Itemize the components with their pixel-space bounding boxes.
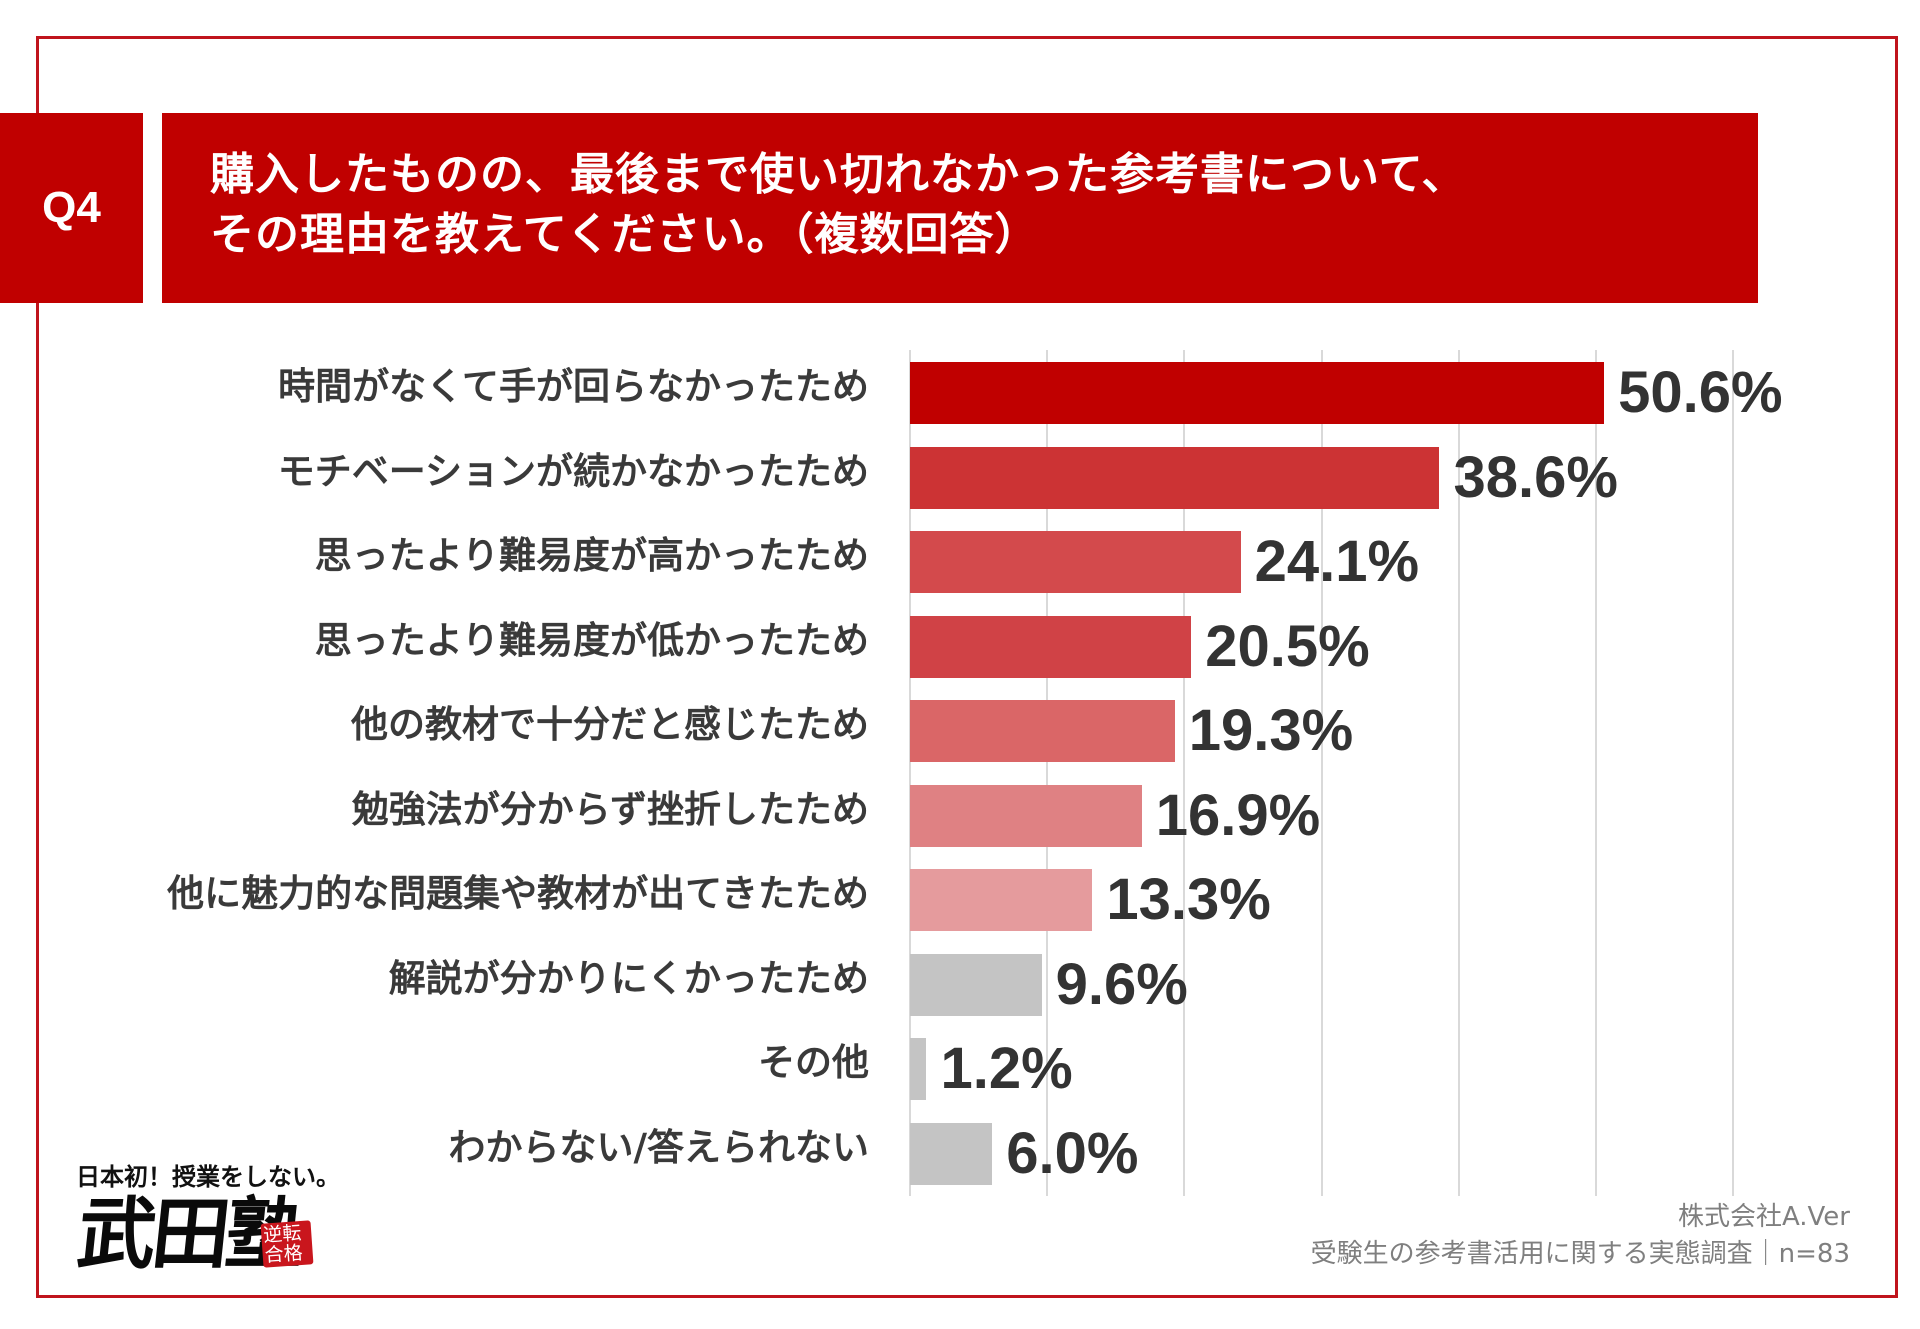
gridline	[1732, 350, 1734, 1196]
value-label: 50.6%	[1618, 360, 1783, 425]
gridline	[1320, 350, 1323, 1196]
value-label: 1.2%	[940, 1036, 1073, 1101]
category-label: その他	[758, 1041, 869, 1084]
gridline	[1183, 350, 1186, 1196]
category-label: 時間がなくて手が回らなかったため	[278, 365, 869, 408]
logo-seal: 逆転合格	[260, 1220, 314, 1268]
category-label: モチベーションが続かなかったため	[277, 449, 869, 493]
category-label: わからない/答えられない	[448, 1125, 869, 1169]
question-title-line-2: その理由を教えてください。（複数回答）	[210, 209, 1040, 260]
category-label: 他の教材で十分だと感じたため	[351, 703, 869, 746]
gridline	[1594, 350, 1597, 1196]
bar	[910, 700, 1175, 762]
credit-company: 株式会社A.Ver	[1677, 1202, 1850, 1232]
bar	[910, 362, 1605, 424]
credit-survey: 受験生の参考書活用に関する実態調査｜n=83	[1310, 1239, 1850, 1269]
bar	[910, 784, 1142, 847]
category-label: 思ったより難易度が低かったため	[314, 618, 869, 662]
bar	[910, 869, 1093, 931]
category-label: 勉強法が分からず挫折したため	[351, 787, 869, 831]
bar	[910, 953, 1042, 1016]
value-label: 38.6%	[1453, 444, 1618, 510]
value-label: 9.6%	[1055, 951, 1188, 1017]
gridline	[1457, 350, 1460, 1196]
bar	[910, 1038, 927, 1100]
bar	[910, 1122, 993, 1185]
value-label: 19.3%	[1188, 698, 1354, 763]
outer-frame	[36, 36, 1898, 1298]
value-label: 6.0%	[1006, 1120, 1139, 1186]
bar	[910, 446, 1440, 509]
value-label: 24.1%	[1254, 529, 1420, 594]
category-label: 思ったより難易度が高かったため	[314, 534, 869, 577]
question-title-line-1: 購入したものの、最後まで使い切れなかった参考書について、	[210, 149, 1467, 200]
gridline	[1046, 350, 1049, 1196]
gridline	[909, 350, 911, 1196]
category-label: 解説が分かりにくかったため	[388, 956, 869, 1000]
value-label: 16.9%	[1155, 782, 1321, 848]
question-title-banner: 購入したものの、最後まで使い切れなかった参考書について、 その理由を教えてくださ…	[162, 113, 1758, 303]
bar	[910, 531, 1241, 593]
value-label: 13.3%	[1106, 867, 1271, 932]
category-label: 他に魅力的な問題集や教材が出てきたため	[167, 872, 869, 915]
question-tag: Q4	[0, 113, 143, 303]
logo-tagline: 日本初！授業をしない。	[76, 1162, 340, 1191]
bar	[910, 615, 1192, 678]
value-label: 20.5%	[1205, 613, 1370, 679]
